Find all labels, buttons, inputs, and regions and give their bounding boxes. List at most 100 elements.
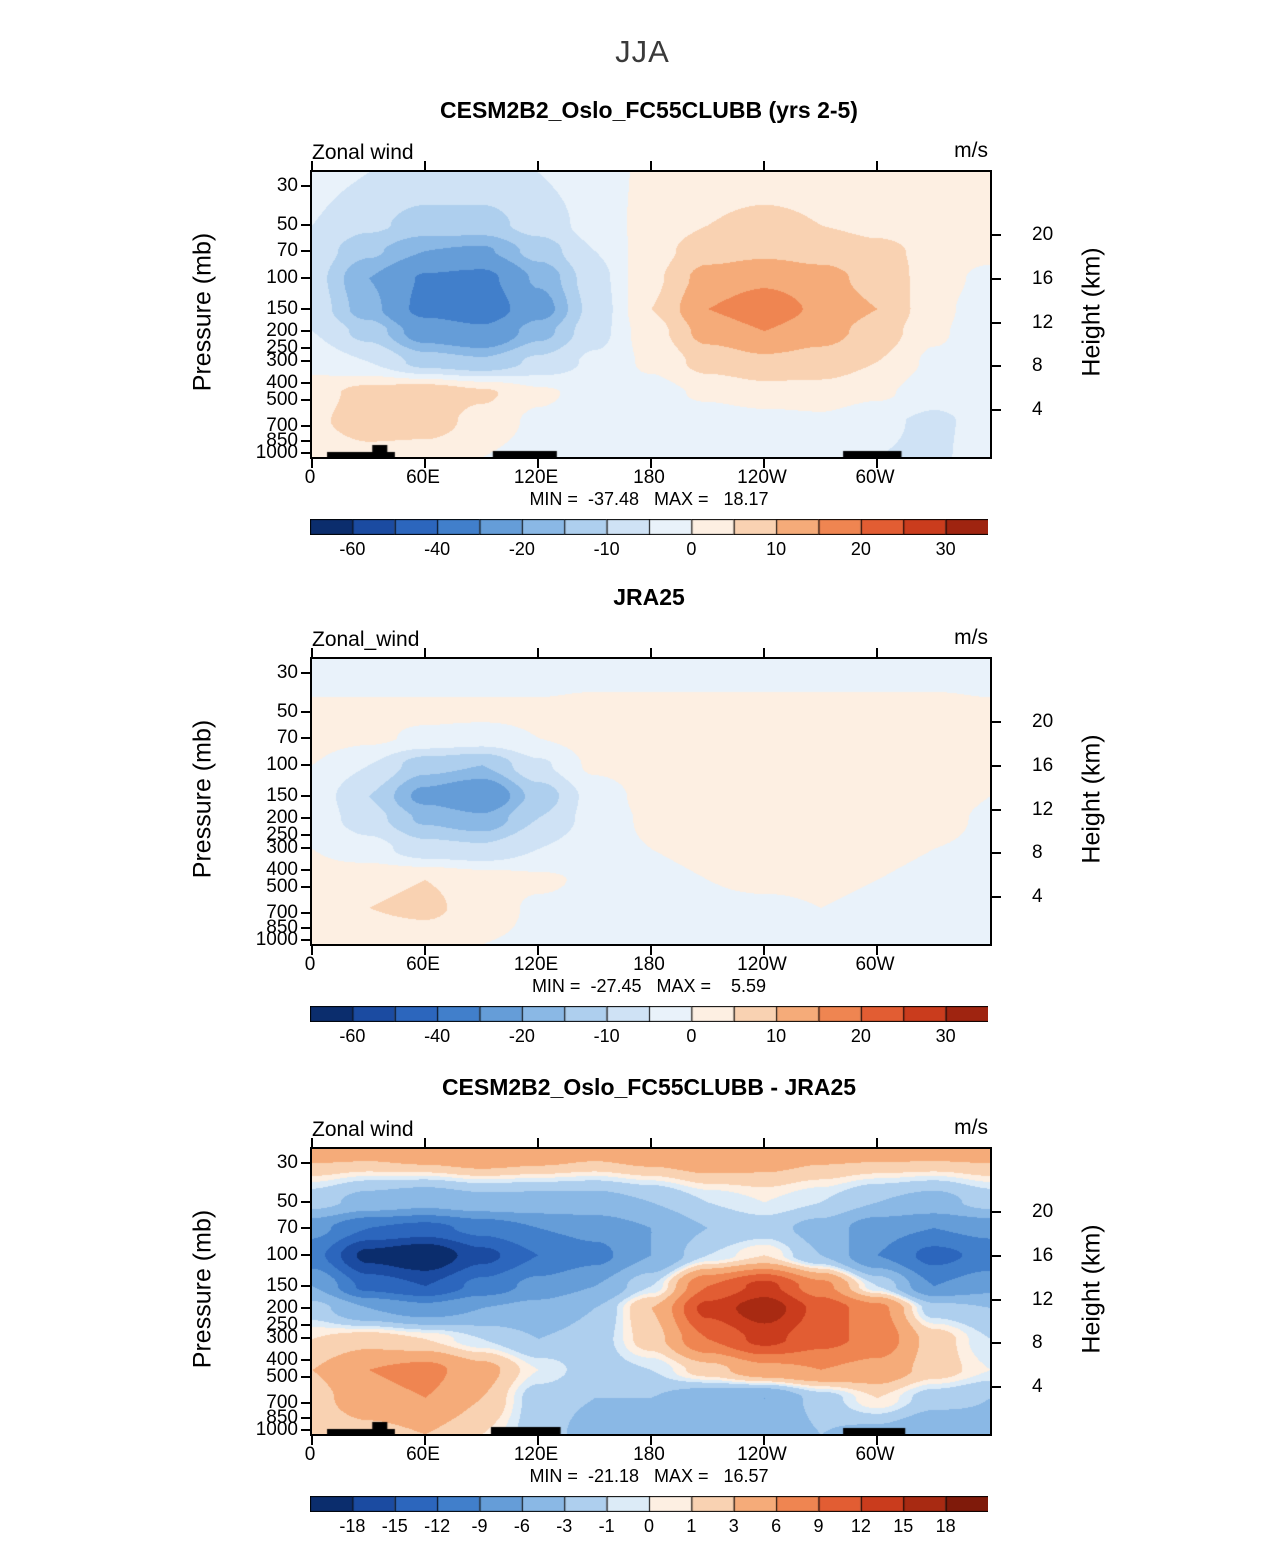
contour-field-canvas (312, 659, 990, 944)
pressure-axis-label: Pressure (mb) (188, 719, 217, 879)
colorbar-tick-label: -60 (339, 539, 366, 559)
pressure-tick-label: 700 (266, 902, 298, 924)
pressure-tick-label: 500 (266, 1366, 298, 1388)
pressure-tick-label: 300 (266, 350, 298, 372)
x-axis-tick-top (311, 161, 313, 170)
colorbar-tick-label: 1 (686, 1516, 697, 1536)
colorbar-tick-label: 6 (771, 1516, 782, 1536)
minmax-label: MIN = -21.18 MAX = 16.57 (529, 1466, 769, 1486)
minmax-label: MIN = -27.45 MAX = 5.59 (531, 976, 767, 996)
longitude-tick-label: 120E (513, 1444, 559, 1465)
x-axis-tick-bottom (311, 1436, 313, 1445)
pressure-tick-label: 500 (266, 389, 298, 411)
height-tick-label: 20 (1032, 224, 1054, 246)
x-axis-tick-top (763, 648, 765, 657)
longitude-tick-label: 180 (633, 467, 665, 488)
y-axis-tick-left (301, 794, 310, 797)
contour-field-canvas (312, 172, 990, 457)
height-tick-labels: 20 16 12 8 4 (1032, 659, 1092, 944)
x-axis-tick-bottom (311, 459, 313, 468)
colorbar-tick-label: 10 (766, 1026, 787, 1046)
x-axis-tick-bottom (876, 1436, 878, 1445)
colorbar-tick-label: 0 (686, 1026, 697, 1046)
panel-cesm2b2: CESM2B2_Oslo_FC55CLUBB (yrs 2-5) Pressur… (0, 95, 1285, 565)
colorbar-tick-label: -6 (513, 1516, 530, 1536)
y-axis-tick-left (301, 736, 310, 739)
colorbar-tick-label: 12 (850, 1516, 871, 1536)
y-axis-tick-right (992, 1254, 1001, 1257)
contour-plot (301, 648, 1001, 955)
contour-plot (301, 1138, 1001, 1445)
y-axis-tick-left (301, 816, 310, 819)
x-axis-tick-top (650, 1138, 652, 1147)
longitude-tick-label: 120E (513, 954, 559, 975)
y-axis-tick-left (301, 1323, 310, 1326)
y-axis-tick-left (301, 833, 310, 836)
colorbar-tick-label: -3 (556, 1516, 573, 1536)
y-axis-tick-left (301, 912, 310, 915)
colorbar-tick-label: 30 (935, 1026, 956, 1046)
field-label: Zonal_wind (312, 628, 420, 651)
y-axis-tick-left (301, 329, 310, 332)
y-axis-tick-left (301, 1284, 310, 1287)
y-axis-tick-left (301, 399, 310, 402)
pressure-tick-label: 70 (276, 726, 298, 748)
units-label: m/s (954, 626, 988, 649)
colorbar-tick-label: -1 (598, 1516, 615, 1536)
x-axis-tick-top (650, 161, 652, 170)
longitude-tick-label: 120W (737, 467, 787, 488)
x-axis-tick-top (876, 1138, 878, 1147)
pressure-tick-label: 850 (266, 1406, 298, 1428)
pressure-tick-label: 700 (266, 415, 298, 437)
pressure-tick-label: 100 (266, 753, 298, 775)
colorbar-tick-label: 15 (893, 1516, 914, 1536)
pressure-tick-label: 70 (276, 239, 298, 261)
pressure-tick-label: 1000 (255, 929, 298, 951)
longitude-tick-label: 120W (737, 954, 787, 975)
pressure-tick-label: 1000 (255, 1419, 298, 1441)
pressure-tick-label: 30 (276, 174, 298, 196)
colorbar-tick-label: -10 (593, 1026, 620, 1046)
longitude-tick-labels: 0 60E 120E 180 120W 60W (305, 467, 988, 489)
y-axis-tick-left (301, 1337, 310, 1340)
colorbar-tick-label: -15 (381, 1516, 408, 1536)
y-axis-tick-right (992, 364, 1001, 367)
pressure-tick-label: 400 (266, 372, 298, 394)
x-axis-tick-bottom (876, 459, 878, 468)
pressure-tick-label: 150 (266, 297, 298, 319)
colorbar-tick-label: 30 (935, 539, 956, 559)
y-axis-tick-right (992, 321, 1001, 324)
x-axis-tick-top (424, 1138, 426, 1147)
y-axis-tick-left (301, 1416, 310, 1419)
pressure-tick-label: 500 (266, 876, 298, 898)
x-axis-tick-top (537, 161, 539, 170)
longitude-tick-label: 60W (855, 954, 895, 975)
y-axis-tick-left (301, 1200, 310, 1203)
height-tick-label: 16 (1032, 754, 1054, 776)
longitude-tick-labels: 0 60E 120E 180 120W 60W (305, 1444, 988, 1466)
y-axis-tick-right (992, 895, 1001, 898)
pressure-tick-label: 250 (266, 823, 298, 845)
x-axis-tick-top (763, 1138, 765, 1147)
pressure-tick-labels: 30 50 70 100 150 200 250 300 400 500 700 850 1000 (228, 1149, 298, 1440)
height-tick-label: 8 (1032, 841, 1043, 863)
height-tick-label: 8 (1032, 1331, 1043, 1353)
y-axis-tick-right (992, 764, 1001, 767)
height-tick-label: 4 (1032, 885, 1043, 907)
pressure-tick-label: 200 (266, 319, 298, 341)
y-axis-tick-left (301, 452, 310, 455)
field-label: Zonal wind (312, 141, 414, 164)
x-axis-tick-bottom (537, 946, 539, 955)
pressure-tick-label: 200 (266, 806, 298, 828)
y-axis-tick-left (301, 1161, 310, 1164)
height-tick-label: 12 (1032, 311, 1054, 333)
x-axis-tick-top (537, 1138, 539, 1147)
y-axis-tick-left (301, 307, 310, 310)
panel-jra25: JRA25 Pressure (mb) Height (km) Zonal_wi… (0, 582, 1285, 1052)
y-axis-tick-left (301, 939, 310, 942)
longitude-tick-label: 60W (855, 467, 895, 488)
y-axis-tick-left (301, 360, 310, 363)
pressure-tick-label: 1000 (255, 442, 298, 464)
pressure-tick-label: 150 (266, 1274, 298, 1296)
x-axis-tick-bottom (763, 1436, 765, 1445)
